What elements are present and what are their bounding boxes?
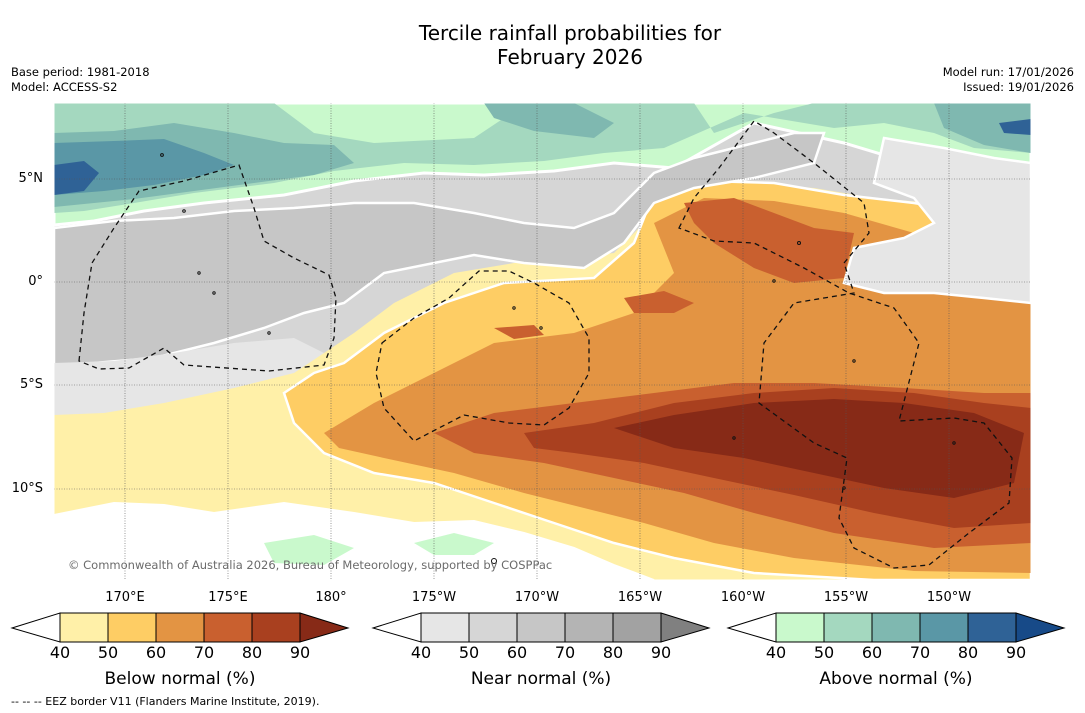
cb-above-tick-60: 60 bbox=[861, 643, 883, 662]
cb-near-tick-40: 40 bbox=[410, 643, 432, 662]
lat-label-5s: 5°S bbox=[19, 377, 43, 392]
lon-label-170w: 170°W bbox=[514, 590, 560, 605]
colorbar-above-band-80-90 bbox=[967, 612, 1017, 643]
cb-near-tick-60: 60 bbox=[506, 643, 528, 662]
colorbar-below-title: Below normal (%) bbox=[104, 669, 256, 689]
colorbar-below-band-60-70 bbox=[155, 612, 205, 643]
cb-below-tick-60: 60 bbox=[145, 643, 167, 662]
above-normal-50-region bbox=[54, 103, 1031, 213]
title-line-1: Tercile rainfall probabilities for bbox=[418, 21, 722, 45]
cb-near-tick-50: 50 bbox=[458, 643, 480, 662]
colorbar-above-band-70-80 bbox=[919, 612, 969, 643]
above-normal-south-region bbox=[264, 533, 494, 565]
below-normal-90-region bbox=[614, 399, 1024, 498]
colorbar-near-low-cap bbox=[371, 612, 422, 643]
cb-near-tick-80: 80 bbox=[602, 643, 624, 662]
cb-above-tick-90: 90 bbox=[1005, 643, 1027, 662]
eez-border-phoenix bbox=[678, 120, 1013, 569]
cb-above-tick-70: 70 bbox=[909, 643, 931, 662]
cb-below-tick-40: 40 bbox=[49, 643, 71, 662]
above-normal-ne-region bbox=[484, 103, 1031, 153]
lat-label-10s: 10°S bbox=[11, 481, 43, 496]
islands bbox=[160, 153, 956, 564]
lon-label-155w: 155°W bbox=[823, 590, 869, 605]
colorbar-near-band-80-90 bbox=[612, 612, 662, 643]
model-name: Model: ACCESS-S2 bbox=[11, 80, 118, 94]
colorbar-above-high-cap bbox=[1015, 612, 1066, 643]
lon-label-180: 180° bbox=[315, 590, 347, 605]
cb-below-tick-80: 80 bbox=[241, 643, 263, 662]
colorbar-below-low-cap bbox=[10, 612, 61, 643]
lon-label-160w: 160°W bbox=[720, 590, 766, 605]
lon-label-150w: 150°W bbox=[926, 590, 972, 605]
lon-label-165w: 165°W bbox=[617, 590, 663, 605]
cb-above-tick-80: 80 bbox=[957, 643, 979, 662]
colorbars bbox=[10, 612, 1066, 643]
colorbar-below-band-70-80 bbox=[203, 612, 253, 643]
colorbar-above-band-50-60 bbox=[823, 612, 873, 643]
cb-above-tick-40: 40 bbox=[765, 643, 787, 662]
low-probability-region bbox=[54, 501, 655, 580]
cb-above-tick-50: 50 bbox=[813, 643, 835, 662]
colorbar-below-high-cap bbox=[299, 612, 350, 643]
lat-label-5n: 5°N bbox=[18, 171, 44, 186]
colorbar-near-band-40-50 bbox=[420, 612, 470, 643]
cb-below-tick-50: 50 bbox=[97, 643, 119, 662]
colorbar-above bbox=[726, 612, 1066, 643]
title-line-2: February 2026 bbox=[497, 45, 643, 69]
above-normal-80-region bbox=[54, 161, 99, 195]
eez-border-tuvalu bbox=[375, 270, 590, 442]
model-run: Model run: 17/01/2026 bbox=[942, 65, 1074, 79]
colorbar-above-band-40-50 bbox=[775, 612, 825, 643]
colorbar-above-band-60-70 bbox=[871, 612, 921, 643]
colorbar-below bbox=[10, 612, 350, 643]
graticule bbox=[54, 103, 1031, 580]
colorbar-near-band-70-80 bbox=[564, 612, 614, 643]
above-normal-70-region bbox=[54, 139, 234, 195]
below-normal-70-north-region bbox=[684, 198, 854, 283]
below-normal-70-mid-region bbox=[494, 291, 694, 339]
probability-map bbox=[54, 103, 1031, 580]
colorbar-near-band-60-70 bbox=[516, 612, 566, 643]
lon-label-170e: 170°E bbox=[105, 590, 145, 605]
eez-border-kiribati-gilberts bbox=[78, 164, 337, 372]
colorbar-near-band-50-60 bbox=[468, 612, 518, 643]
copyright-text: © Commonwealth of Australia 2026, Bureau… bbox=[68, 558, 553, 572]
cb-near-tick-70: 70 bbox=[554, 643, 576, 662]
colorbar-near bbox=[371, 612, 711, 643]
near-normal-light-west-region bbox=[54, 338, 324, 415]
colorbar-above-low-cap bbox=[726, 612, 777, 643]
colorbar-below-band-50-60 bbox=[107, 612, 157, 643]
lat-label-0: 0° bbox=[28, 274, 43, 289]
eez-borders bbox=[78, 120, 1013, 569]
lon-label-175e: 175°E bbox=[208, 590, 248, 605]
chart-title: Tercile rainfall probabilities for Febru… bbox=[0, 21, 1085, 69]
base-period: Base period: 1981-2018 bbox=[11, 65, 150, 79]
meta-left: Base period: 1981-2018 Model: ACCESS-S2 bbox=[11, 65, 150, 95]
colorbar-below-band-40-50 bbox=[59, 612, 109, 643]
lon-label-175w: 175°W bbox=[411, 590, 457, 605]
above-normal-ne-dark-region bbox=[999, 119, 1031, 135]
near-normal-central-region bbox=[54, 131, 826, 367]
colorbar-near-title: Near normal (%) bbox=[470, 669, 612, 689]
cb-below-tick-90: 90 bbox=[289, 643, 311, 662]
colorbar-below-band-80-90 bbox=[251, 612, 301, 643]
cb-below-tick-70: 70 bbox=[193, 643, 215, 662]
colorbar-above-title: Above normal (%) bbox=[819, 669, 973, 689]
colorbar-near-high-cap bbox=[660, 612, 711, 643]
meta-right: Model run: 17/01/2026 Issued: 19/01/2026 bbox=[943, 65, 1074, 95]
eez-footnote: -- -- -- EEZ border V11 (Flanders Marine… bbox=[11, 695, 320, 708]
cb-near-tick-90: 90 bbox=[650, 643, 672, 662]
issued-date: Issued: 19/01/2026 bbox=[963, 80, 1074, 94]
